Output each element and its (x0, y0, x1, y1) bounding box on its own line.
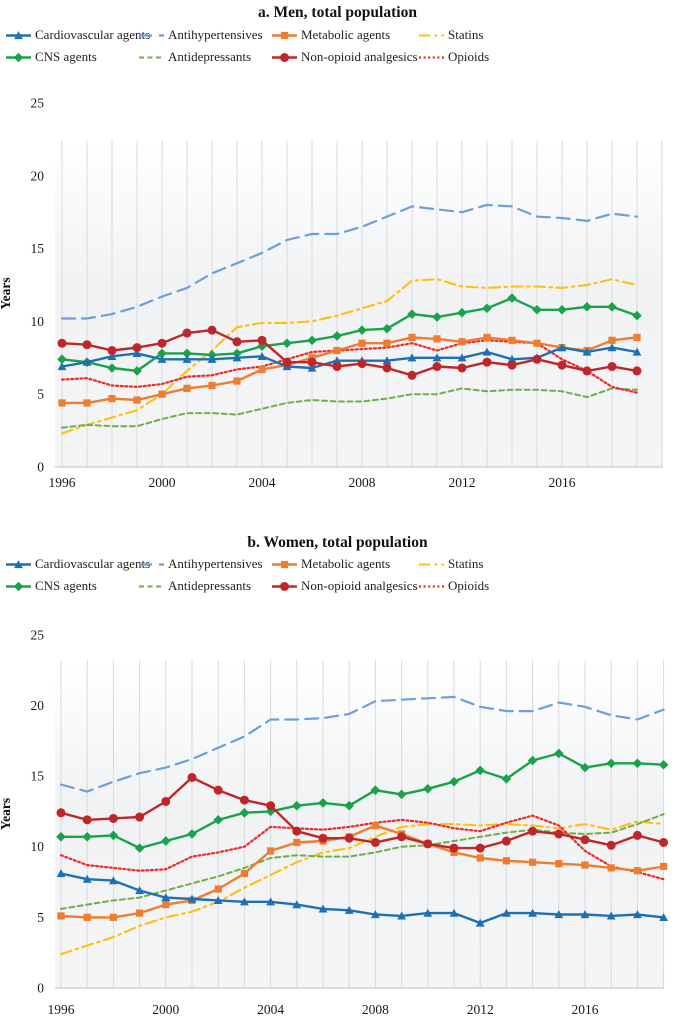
y-tick-label: 0 (37, 460, 44, 475)
cns-line-swatch-icon (5, 50, 32, 64)
panel-a-legend: Cardiovascular agents Antihypertensives … (5, 27, 671, 65)
x-tick-label: 2012 (449, 475, 476, 490)
y-tick-label: 10 (31, 839, 45, 854)
legend-item-antidepressants: Antidepressants (138, 49, 271, 65)
antidepressants-line-swatch-icon (138, 579, 165, 593)
antihypertensives-line-swatch-icon (138, 28, 165, 42)
y-tick-label: 25 (31, 96, 45, 111)
legend-item-metabolic-agents: Metabolic agents (271, 27, 418, 43)
x-tick-label: 2000 (149, 475, 176, 490)
series-cardiovascular-agents (56, 869, 668, 927)
cardiovascular-line-swatch-icon (5, 28, 32, 42)
x-tick-label: 1996 (48, 1002, 75, 1017)
series-non-opioid-analgesics (56, 772, 669, 853)
x-tick-label: 2016 (572, 1002, 599, 1017)
x-tick-label: 2004 (257, 1002, 284, 1017)
statins-line-swatch-icon (418, 28, 445, 42)
panel-b-legend: Cardiovascular agents Antihypertensives … (5, 556, 671, 594)
legend-label: Antihypertensives (168, 27, 263, 42)
legend-item-antihypertensives: Antihypertensives (138, 27, 271, 43)
antihypertensives-line-swatch-icon (138, 557, 165, 571)
legend-label: Antidepressants (168, 578, 252, 593)
x-tick-label: 2012 (467, 1002, 494, 1017)
x-tick-label: 2008 (362, 1002, 389, 1017)
legend-item-antihypertensives: Antihypertensives (138, 556, 271, 572)
legend-item-non-opioid-analgesics: Non-opioid analgesics (271, 49, 418, 65)
women-chart-plot: 0 5 10 15 20 25 1996 2000 2004 2008 2012 2016 Years (0, 627, 669, 1017)
legend-item-cardiovascular-agents: Cardiovascular agents (5, 27, 150, 43)
legend-label: Statins (448, 556, 484, 571)
y-axis-title: Years (0, 798, 13, 830)
legend-label: Metabolic agents (301, 27, 391, 42)
y-tick-label: 20 (31, 168, 45, 183)
series-antihypertensives (60, 203, 639, 320)
legend-label: CNS agents (35, 578, 97, 593)
legend-item-statins: Statins (418, 556, 671, 572)
legend-label: Opioids (448, 578, 490, 593)
series-antidepressants (61, 387, 638, 429)
panel-a-title: a. Men, total population (258, 4, 417, 21)
y-tick-label: 25 (31, 627, 45, 642)
opioids-line-swatch-icon (418, 579, 445, 593)
legend-item-antidepressants: Antidepressants (138, 578, 271, 594)
legend-label: Non-opioid analgesics (301, 578, 418, 593)
series-opioids (60, 339, 639, 394)
series-antihypertensives (59, 695, 665, 793)
cns-line-swatch-icon (5, 579, 32, 593)
legend-item-opioids: Opioids (418, 49, 671, 65)
legend-label: CNS agents (35, 49, 97, 64)
y-tick-label: 0 (37, 981, 44, 996)
y-tick-label: 10 (31, 314, 45, 329)
y-axis-title: Years (0, 277, 13, 309)
men-chart-plot: 0 5 10 15 20 25 1996 2000 2004 2008 2012 2016 Years (0, 96, 663, 490)
metabolic-line-swatch-icon (271, 28, 298, 42)
series-statins (60, 278, 639, 435)
y-tick-label: 20 (31, 698, 45, 713)
legend-item-cns-agents: CNS agents (5, 578, 138, 594)
antidepressants-line-swatch-icon (138, 50, 165, 64)
legend-item-cns-agents: CNS agents (5, 49, 138, 65)
legend-item-opioids: Opioids (418, 578, 671, 594)
series-opioids (59, 814, 665, 881)
legend-label: Cardiovascular agents (35, 556, 151, 571)
metabolic-line-swatch-icon (271, 557, 298, 571)
statins-line-swatch-icon (418, 557, 445, 571)
series-non-opioid-analgesics (57, 325, 642, 380)
y-tick-label: 15 (31, 241, 45, 256)
legend-label: Non-opioid analgesics (301, 49, 418, 64)
cardiovascular-line-swatch-icon (5, 557, 32, 571)
series-cardiovascular-agents (57, 343, 642, 372)
legend-label: Statins (448, 27, 484, 42)
legend-item-cardiovascular-agents: Cardiovascular agents (5, 556, 150, 572)
x-tick-label: 2016 (549, 475, 576, 490)
legend-item-non-opioid-analgesics: Non-opioid analgesics (271, 578, 418, 594)
non-opioid-line-swatch-icon (271, 579, 298, 593)
legend-label: Antidepressants (168, 49, 252, 64)
x-tick-label: 2004 (249, 475, 276, 490)
y-tick-label: 15 (31, 769, 45, 784)
series-cns-agents (56, 748, 669, 853)
legend-label: Metabolic agents (301, 556, 391, 571)
x-tick-label: 2008 (349, 475, 376, 490)
legend-item-metabolic-agents: Metabolic agents (271, 556, 418, 572)
y-tick-label: 5 (37, 387, 44, 402)
legend-label: Antihypertensives (168, 556, 263, 571)
legend-item-statins: Statins (418, 27, 671, 43)
series-antidepressants (60, 813, 665, 910)
legend-label: Opioids (448, 49, 490, 64)
x-tick-label: 1996 (49, 475, 76, 490)
panel-b-title: b. Women, total population (247, 534, 428, 551)
opioids-line-swatch-icon (418, 50, 445, 64)
series-statins (59, 820, 665, 956)
legend-label: Cardiovascular agents (35, 27, 151, 42)
y-tick-label: 5 (37, 910, 44, 925)
x-tick-label: 2000 (152, 1002, 179, 1017)
non-opioid-line-swatch-icon (271, 50, 298, 64)
